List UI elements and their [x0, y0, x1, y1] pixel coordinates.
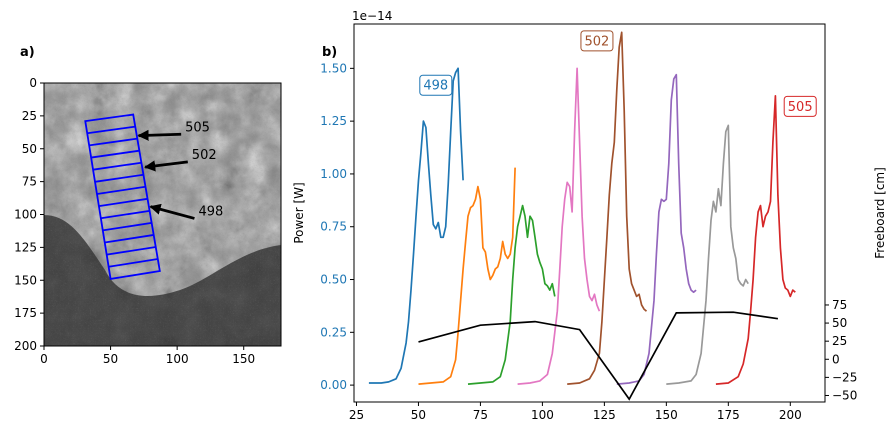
box-label-text: 502	[585, 34, 610, 49]
freeboard-series	[418, 311, 779, 401]
b-x-tick-label: 50	[411, 408, 426, 422]
panel-a-ticks: 0 50 100 150 0 25 50 75 100 125 150 175 200	[14, 76, 255, 366]
footprint-overlay	[84, 113, 161, 280]
annotation-arrow	[137, 129, 182, 141]
footprint-row	[90, 149, 140, 159]
annotation-label: 505	[185, 120, 210, 135]
b-left-tick-label: 0.25	[320, 325, 347, 339]
footprint-row	[104, 234, 154, 244]
a-x-tick-label: 100	[166, 352, 189, 366]
b-right-tick-label: 25	[832, 334, 847, 348]
offset-text: 1e−14	[352, 9, 392, 23]
box-label-frame	[783, 95, 817, 117]
b-right-tick-label: 75	[832, 298, 847, 312]
b-right-tick-label: 0	[832, 352, 840, 366]
box-label-text: 498	[423, 79, 448, 94]
a-y-tick-label: 125	[14, 240, 37, 254]
panel-b-frame	[353, 23, 826, 403]
a-y-tick-label: 25	[22, 109, 37, 123]
annotation-arrow	[144, 160, 188, 172]
b-left-tick-label: 0.00	[320, 378, 347, 392]
b-right-tick-label: −50	[832, 388, 857, 402]
footprint-row	[96, 185, 146, 195]
annotation-label: 498	[198, 204, 223, 219]
panel-a-annotations: 505 502 498	[137, 120, 223, 220]
power-line	[517, 67, 601, 385]
b-x-tick-label: 25	[349, 408, 364, 422]
b-left-tick-label: 1.50	[320, 61, 347, 75]
freeboard-line	[418, 311, 779, 401]
power-line	[715, 94, 796, 385]
power-line	[616, 73, 697, 385]
b-left-tick-label: 0.50	[320, 273, 347, 287]
footprint-outline	[84, 113, 161, 280]
a-y-tick-label: 150	[14, 273, 37, 287]
a-x-tick-label: 50	[103, 352, 118, 366]
b-x-tick-label: 150	[655, 408, 678, 422]
a-x-tick-label: 150	[232, 352, 255, 366]
power-line	[567, 31, 648, 385]
left-axis-label: Power [W]	[292, 182, 306, 243]
a-y-tick-label: 50	[22, 142, 37, 156]
a-y-tick-label: 200	[14, 339, 37, 353]
footprint-row	[102, 222, 152, 232]
b-left-tick-label: 1.25	[320, 114, 347, 128]
b-left-tick-label: 1.00	[320, 167, 347, 181]
a-y-tick-label: 0	[29, 76, 37, 90]
power-line	[467, 204, 556, 385]
a-y-tick-label: 100	[14, 208, 37, 222]
box-label-frame	[419, 74, 453, 96]
a-x-tick-label: 0	[40, 352, 48, 366]
b-right-tick-label: 50	[832, 316, 847, 330]
footprint-row	[108, 258, 158, 268]
footprint-row	[106, 246, 156, 256]
power-line	[368, 67, 464, 384]
power-line	[666, 124, 749, 385]
right-axis-label: Freeboard [cm]	[873, 167, 886, 259]
panel-a-label: a)	[20, 45, 35, 60]
footprint-row	[87, 125, 136, 135]
footprint-row	[89, 137, 138, 147]
b-x-tick-label: 200	[779, 408, 802, 422]
b-x-tick-label: 100	[531, 408, 554, 422]
a-y-tick-label: 175	[14, 306, 37, 320]
b-x-tick-label: 75	[473, 408, 488, 422]
power-series	[368, 31, 796, 385]
b-left-tick-label: 0.75	[320, 220, 347, 234]
box-label-frame	[580, 30, 614, 52]
annotation-label: 502	[192, 148, 217, 163]
panel-b-ticks: 25 50 75 100 125 150 175 200 0.00 0.25 0.50 0.75 1.0…	[320, 61, 857, 422]
footprint-row	[100, 209, 150, 220]
panel-b-label: b)	[322, 45, 337, 60]
footprint-row	[92, 161, 142, 171]
b-right-tick-label: −25	[832, 370, 857, 384]
b-x-tick-label: 125	[593, 408, 616, 422]
box-label-text: 505	[788, 100, 813, 115]
satellite-image	[44, 83, 281, 346]
panel-b-box-labels: 498 502 505	[419, 30, 817, 117]
b-x-tick-label: 175	[717, 408, 740, 422]
footprint-row	[94, 173, 144, 183]
annotation-arrow	[149, 203, 195, 220]
power-line	[418, 167, 516, 385]
footprint-row	[98, 197, 148, 207]
a-y-tick-label: 75	[22, 175, 37, 189]
